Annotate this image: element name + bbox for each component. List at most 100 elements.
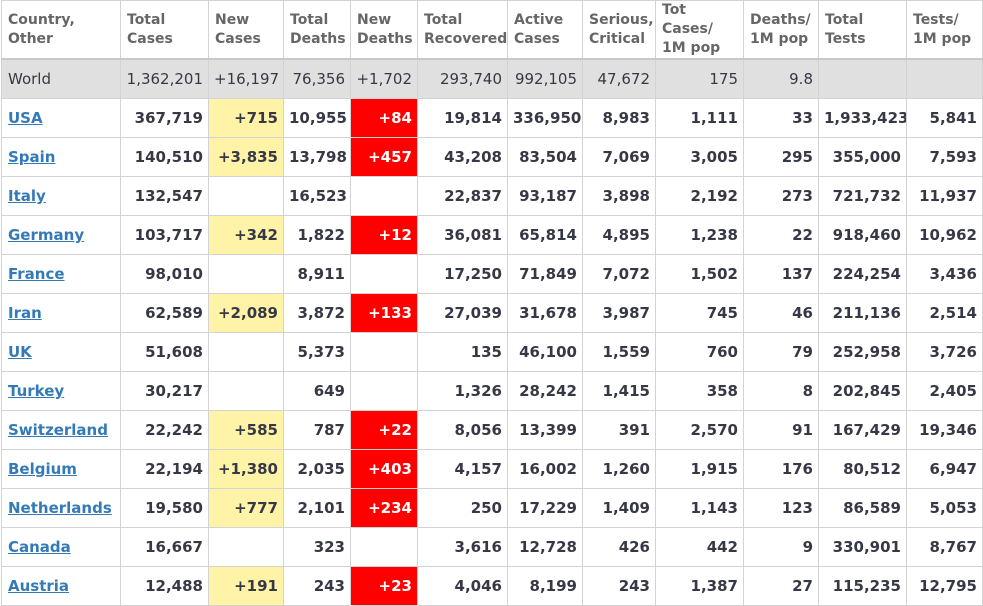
cell-total-cases: 62,589 [120, 293, 209, 333]
col-header-active-cases[interactable]: Active Cases [507, 0, 583, 60]
cell-serious-critical: 8,983 [582, 98, 656, 138]
cell-total-deaths: 2,101 [283, 488, 351, 528]
col-header-line: Cases [215, 30, 261, 47]
cell-total-deaths: 1,822 [283, 215, 351, 255]
cell-active-cases: 13,399 [507, 410, 583, 450]
country-link[interactable]: Belgium [8, 460, 77, 478]
table-row: Belgium 22,194 +1,380 2,035 +403 4,157 16,002 1… [1, 449, 983, 489]
cell-active-cases: 83,504 [507, 137, 583, 177]
table-row: Austria 12,488 +191 243 +23 4,046 8,199 243 1,38… [1, 566, 983, 606]
cell-active-cases: 46,100 [507, 332, 583, 372]
country-link[interactable]: UK [8, 343, 32, 361]
country-link[interactable]: USA [8, 109, 43, 127]
table-row: USA 367,719 +715 10,955 +84 19,814 336,950 8,98… [1, 98, 983, 138]
country-link[interactable]: France [8, 265, 65, 283]
cell-total-cases: 140,510 [120, 137, 209, 177]
cell-deaths-per-1m: 9.8 [743, 58, 819, 99]
col-header-line: Cases [127, 30, 173, 47]
cell-new-deaths: +234 [350, 488, 418, 528]
col-header-total-cases[interactable]: Total Cases [120, 0, 209, 60]
country-link[interactable]: Spain [8, 148, 56, 166]
table-row: Turkey 30,217 649 1,326 28,242 1,415 358 8 202,8… [1, 371, 983, 411]
cell-serious-critical: 1,415 [582, 371, 656, 411]
cell-total-deaths: 5,373 [283, 332, 351, 372]
cell-country: Spain [1, 137, 121, 177]
cell-country: Austria [1, 566, 121, 606]
cell-tests-per-1m: 12,795 [906, 566, 983, 606]
country-link[interactable]: Switzerland [8, 421, 108, 439]
country-link[interactable]: Netherlands [8, 499, 112, 517]
cell-deaths-per-1m: 123 [743, 488, 819, 528]
cell-total-recovered: 8,056 [417, 410, 508, 450]
col-header-line: Active [514, 11, 564, 28]
col-header-total-deaths[interactable]: Total Deaths [283, 0, 351, 60]
col-header-line: Serious, [589, 11, 654, 28]
cell-deaths-per-1m: 9 [743, 527, 819, 567]
cell-new-deaths: +403 [350, 449, 418, 489]
col-header-country[interactable]: Country, Other [1, 0, 121, 60]
cell-tot-cases-per-1m: 760 [655, 332, 744, 372]
cell-total-cases: 30,217 [120, 371, 209, 411]
table-row: Switzerland 22,242 +585 787 +22 8,056 13,399 39… [1, 410, 983, 450]
col-header-line: 1M pop [750, 30, 809, 47]
col-header-serious-critical[interactable]: Serious, Critical [582, 0, 656, 60]
country-link[interactable]: Canada [8, 538, 71, 556]
cell-deaths-per-1m: 176 [743, 449, 819, 489]
cell-total-deaths: 16,523 [283, 176, 351, 216]
cell-total-recovered: 43,208 [417, 137, 508, 177]
cell-tot-cases-per-1m: 2,192 [655, 176, 744, 216]
cell-total-tests: 252,958 [818, 332, 907, 372]
cell-deaths-per-1m: 295 [743, 137, 819, 177]
cell-tot-cases-per-1m: 1,111 [655, 98, 744, 138]
cell-total-cases: 1,362,201 [120, 58, 209, 99]
col-header-line: Country, [8, 11, 75, 28]
cell-new-deaths: +457 [350, 137, 418, 177]
col-header-total-tests[interactable]: Total Tests [818, 0, 907, 60]
col-header-tot-cases-per-1m[interactable]: Tot Cases/1M pop [655, 0, 744, 60]
cell-country: USA [1, 98, 121, 138]
cell-total-recovered: 19,814 [417, 98, 508, 138]
col-header-line: Deaths/ [750, 11, 811, 28]
cell-new-deaths [350, 527, 418, 567]
cell-total-deaths: 10,955 [283, 98, 351, 138]
col-header-total-recovered[interactable]: Total Recovered [417, 0, 508, 60]
col-header-tests-per-1m[interactable]: Tests/1M pop [906, 0, 983, 60]
cell-tests-per-1m: 3,726 [906, 332, 983, 372]
cell-country: Turkey [1, 371, 121, 411]
col-header-line: Deaths [290, 30, 346, 47]
cell-total-tests: 918,460 [818, 215, 907, 255]
cell-new-cases: +3,835 [208, 137, 284, 177]
col-header-deaths-per-1m[interactable]: Deaths/1M pop [743, 0, 819, 60]
cell-total-recovered: 135 [417, 332, 508, 372]
col-header-new-deaths[interactable]: New Deaths [350, 0, 418, 60]
cell-serious-critical: 47,672 [582, 58, 656, 99]
world-total-row: World 1,362,201 +16,197 76,356 +1,702 293,740… [1, 58, 983, 99]
cell-total-cases: 367,719 [120, 98, 209, 138]
cell-total-deaths: 3,872 [283, 293, 351, 333]
col-header-line: Tests [825, 30, 866, 47]
country-link[interactable]: Germany [8, 226, 85, 244]
cell-new-deaths [350, 254, 418, 294]
country-link[interactable]: Turkey [8, 382, 65, 400]
cell-active-cases: 16,002 [507, 449, 583, 489]
cell-country: Canada [1, 527, 121, 567]
cell-tot-cases-per-1m: 2,570 [655, 410, 744, 450]
cell-serious-critical: 3,898 [582, 176, 656, 216]
cell-total-tests: 86,589 [818, 488, 907, 528]
cell-tests-per-1m: 7,593 [906, 137, 983, 177]
cell-tests-per-1m: 19,346 [906, 410, 983, 450]
col-header-new-cases[interactable]: New Cases [208, 0, 284, 60]
cell-total-tests: 211,136 [818, 293, 907, 333]
cell-active-cases: 992,105 [507, 58, 583, 99]
cell-new-cases [208, 371, 284, 411]
country-link[interactable]: Iran [8, 304, 42, 322]
cell-serious-critical: 243 [582, 566, 656, 606]
cell-total-tests: 115,235 [818, 566, 907, 606]
country-link[interactable]: Italy [8, 187, 46, 205]
cell-tests-per-1m [906, 58, 983, 99]
cell-country: Germany [1, 215, 121, 255]
country-link[interactable]: Austria [8, 577, 70, 595]
col-header-line: New [357, 11, 392, 28]
cell-tot-cases-per-1m: 3,005 [655, 137, 744, 177]
cell-new-cases: +1,380 [208, 449, 284, 489]
